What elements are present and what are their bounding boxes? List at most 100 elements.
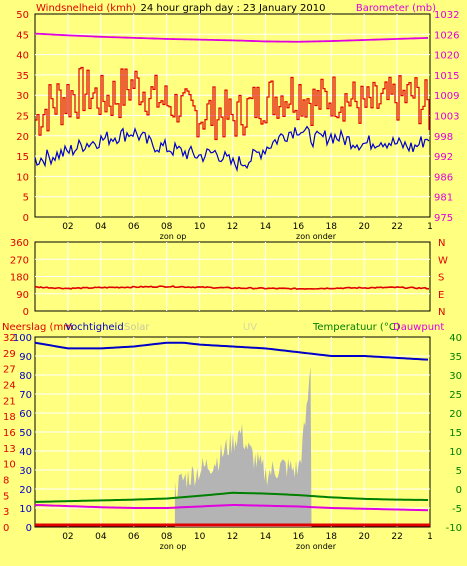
barometer-tick-label: 975 [434,213,453,224]
compass-tick-label: N [438,307,445,318]
sunrise-label-bottom: zon op [160,542,187,551]
wind-tick-label: 30 [16,91,29,102]
x-tick-label: 14 [260,532,272,542]
temperature-tick-label: 25 [449,390,462,401]
x-tick-label: 18 [326,532,338,542]
rain-chart-x-axis: 02 04 06 08 10 12 14 16 18 20 22 1 [62,532,433,542]
direction-tick-label: 180 [10,273,29,284]
dewpoint-label: Dauwpunt [393,322,444,333]
wind-tick-label: 20 [16,132,29,143]
direction-tick-label: 360 [10,238,29,249]
temperature-tick-label: 0 [456,485,462,496]
compass-tick-label: E [438,290,444,301]
rain-tick-label: 32 [3,333,16,344]
x-tick-label: 08 [161,222,173,232]
humidity-tick-label: 30 [19,466,32,477]
direction-tick-label: 270 [10,255,29,266]
direction-tick-label: 0 [23,307,29,318]
solar-label: Solar [124,322,150,333]
rain-tick-label: 3 [3,507,9,518]
temperature-tick-label: -5 [452,504,462,515]
rain-tick-label: 5 [3,491,9,502]
rain-tick-label: 13 [3,444,16,455]
temperature-tick-label: 5 [456,466,462,477]
humidity-tick-label: 100 [13,333,32,344]
x-tick-label: 12 [227,222,238,232]
barometer-tick-label: 986 [434,172,453,183]
x-tick-label: 06 [128,532,140,542]
compass-tick-label: N [438,238,445,249]
wind-gust-series [34,125,430,173]
humidity-tick-label: 80 [19,371,32,382]
rain-tick-label: 18 [3,412,16,423]
wind-direction-series [34,285,430,291]
barometer-label: Barometer (mb) [356,3,436,14]
x-tick-label: 16 [293,532,305,542]
humidity-axis: 0 10 20 30 40 50 60 70 80 90 100 [13,333,32,534]
humidity-series [34,341,429,361]
temperature-tick-label: 10 [449,447,462,458]
humidity-tick-label: 60 [19,409,32,420]
wind-chart-x-axis: 02 04 06 08 10 12 14 16 18 20 22 1 [62,222,433,232]
temperature-tick-label: 15 [449,428,462,439]
x-tick-label: 1 [427,532,433,542]
wind-chart-grid [35,14,430,217]
wind-chart-series [34,32,430,173]
x-tick-label: 20 [358,222,370,232]
uv-label: UV [243,322,257,333]
wind-speed-axis: 0 5 10 15 20 25 30 35 40 45 50 [16,10,29,224]
barometer-tick-label: 981 [434,193,453,204]
x-tick-label: 08 [161,532,173,542]
barometer-tick-label: 992 [434,152,453,163]
temperature-tick-label: -10 [446,523,462,534]
rain-tick-label: 27 [3,365,16,376]
rain-tick-label: 10 [3,460,16,471]
compass-tick-label: W [438,255,448,266]
temperature-tick-label: 30 [449,371,462,382]
x-tick-label: 04 [95,532,107,542]
rain-chart-series [34,341,430,527]
wind-tick-label: 35 [16,71,29,82]
sunset-label-bottom: zon onder [296,542,337,551]
x-tick-label: 10 [194,222,206,232]
temperature-axis: -10 -5 0 5 10 15 20 25 30 35 40 [446,333,462,534]
rain-tick-label: 29 [3,349,16,360]
rain-tick-label: 8 [3,476,9,487]
x-tick-label: 10 [194,532,206,542]
rain-label: Neerslag (mm [2,322,73,333]
barometer-tick-label: 1003 [434,112,459,123]
wind-tick-label: 45 [16,30,29,41]
direction-degrees-axis: 0 90 180 270 360 [10,238,29,318]
wind-tick-label: 40 [16,51,29,62]
temperature-tick-label: 35 [449,352,462,363]
barometer-tick-label: 1015 [434,71,459,82]
rain-tick-label: 0 [3,523,9,534]
barometer-tick-label: 1020 [434,51,459,62]
x-tick-label: 06 [128,222,140,232]
wind-tick-label: 15 [16,152,29,163]
barometer-axis: 975 981 986 992 998 1003 1009 1015 1020 1026 1032 [434,10,459,224]
x-tick-label: 02 [62,222,73,232]
wind-tick-label: 10 [16,172,29,183]
x-tick-label: 20 [358,532,370,542]
wind-speed-label: Windsnelheid (kmh) [36,3,136,14]
x-tick-label: 02 [62,532,73,542]
humidity-tick-label: 40 [19,447,32,458]
rain-tick-label: 16 [3,428,16,439]
humidity-tick-label: 20 [19,485,32,496]
humidity-tick-label: 0 [26,523,32,534]
temperature-series [34,491,429,503]
wind-tick-label: 50 [16,10,29,21]
temperature-tick-label: 40 [449,333,462,344]
x-tick-label: 14 [260,222,272,232]
chart-title: 24 hour graph day : 23 January 2010 [141,3,326,14]
compass-tick-label: S [438,273,444,284]
wind-tick-label: 0 [23,213,29,224]
sunset-label: zon onder [296,232,337,241]
barometer-tick-label: 1026 [434,30,459,41]
rain-tick-label: 24 [3,381,16,392]
